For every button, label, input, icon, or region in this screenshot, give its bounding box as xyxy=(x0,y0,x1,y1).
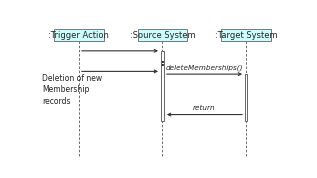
Text: :Target System: :Target System xyxy=(215,31,277,40)
Bar xyxy=(55,29,103,41)
Bar xyxy=(245,74,248,121)
Text: return: return xyxy=(193,105,216,111)
Bar xyxy=(161,51,164,121)
Text: .: . xyxy=(161,55,164,66)
Bar xyxy=(138,29,187,41)
Text: :Source System: :Source System xyxy=(130,31,195,40)
Text: Deletion of new
Membership
records: Deletion of new Membership records xyxy=(42,74,102,106)
Text: deleteMemberships(): deleteMemberships() xyxy=(166,64,243,71)
Text: .: . xyxy=(161,58,164,68)
Bar xyxy=(221,29,270,41)
Text: :Trigger Action: :Trigger Action xyxy=(49,31,109,40)
